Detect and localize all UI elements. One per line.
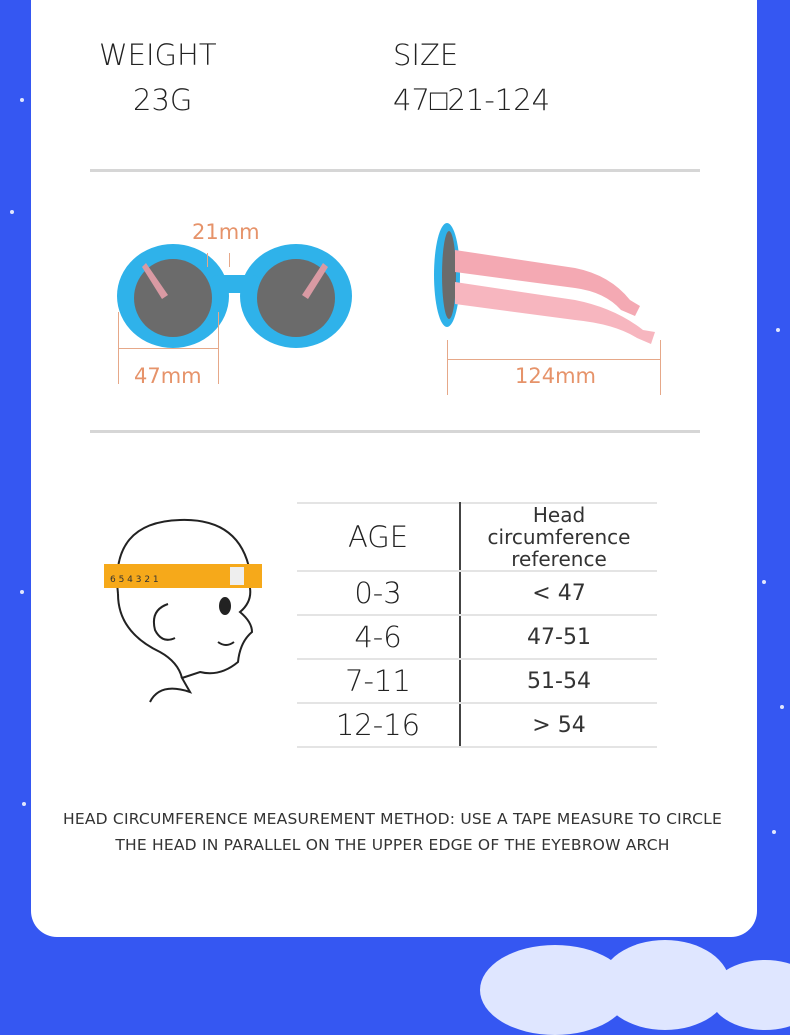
star — [762, 580, 766, 584]
bridge-dimension: 21mm — [192, 220, 260, 244]
star — [20, 590, 24, 594]
table-row: 7-11 51-54 — [297, 659, 657, 704]
temple-dimension: 124mm — [515, 364, 596, 388]
star — [772, 830, 776, 834]
star — [20, 98, 24, 102]
cloud — [600, 940, 730, 1030]
spec-card — [31, 0, 757, 937]
circumference-cell: 51-54 — [460, 659, 657, 704]
dimension-line — [660, 340, 661, 395]
size-label: SIZE — [393, 38, 459, 72]
divider — [90, 169, 700, 172]
dimension-line — [229, 253, 230, 267]
measurement-note: HEAD CIRCUMFERENCE MEASUREMENT METHOD: U… — [63, 810, 722, 854]
star — [780, 705, 784, 709]
weight-label: WEIGHT — [99, 38, 217, 72]
dimension-line — [118, 348, 218, 349]
circumference-cell: < 47 — [460, 571, 657, 616]
age-cell: 7-11 — [297, 659, 461, 704]
glasses-side-image — [434, 223, 655, 344]
circumference-cell: 47-51 — [460, 615, 657, 660]
star — [10, 210, 14, 214]
weight-value: 23G — [133, 83, 193, 117]
table-header-row: AGE Head circumference reference — [297, 502, 657, 572]
table-row: 4-6 47-51 — [297, 615, 657, 660]
lens-dimension: 47mm — [134, 364, 202, 388]
age-cell: 12-16 — [297, 703, 461, 748]
star — [22, 802, 26, 806]
dimension-line — [447, 359, 660, 360]
star — [776, 328, 780, 332]
dimension-line — [207, 253, 208, 267]
age-cell: 0-3 — [297, 571, 461, 616]
table-row: 0-3 < 47 — [297, 571, 657, 616]
age-cell: 4-6 — [297, 615, 461, 660]
head-size-table: AGE Head circumference reference 0-3 < 47… — [297, 502, 657, 748]
dimension-line — [218, 312, 219, 384]
child-head-illustration: 6 5 4 3 2 1 — [104, 518, 262, 703]
tape-numbers: 6 5 4 3 2 1 — [110, 575, 159, 585]
circumference-cell: > 54 — [460, 703, 657, 748]
size-value: 47□21-124 — [393, 83, 551, 117]
header-circumference: Head circumference reference — [460, 502, 657, 572]
divider — [90, 430, 700, 433]
header-age: AGE — [297, 502, 461, 572]
table-row: 12-16 > 54 — [297, 703, 657, 748]
glasses-front-image — [117, 244, 352, 348]
dimension-line — [447, 340, 448, 395]
